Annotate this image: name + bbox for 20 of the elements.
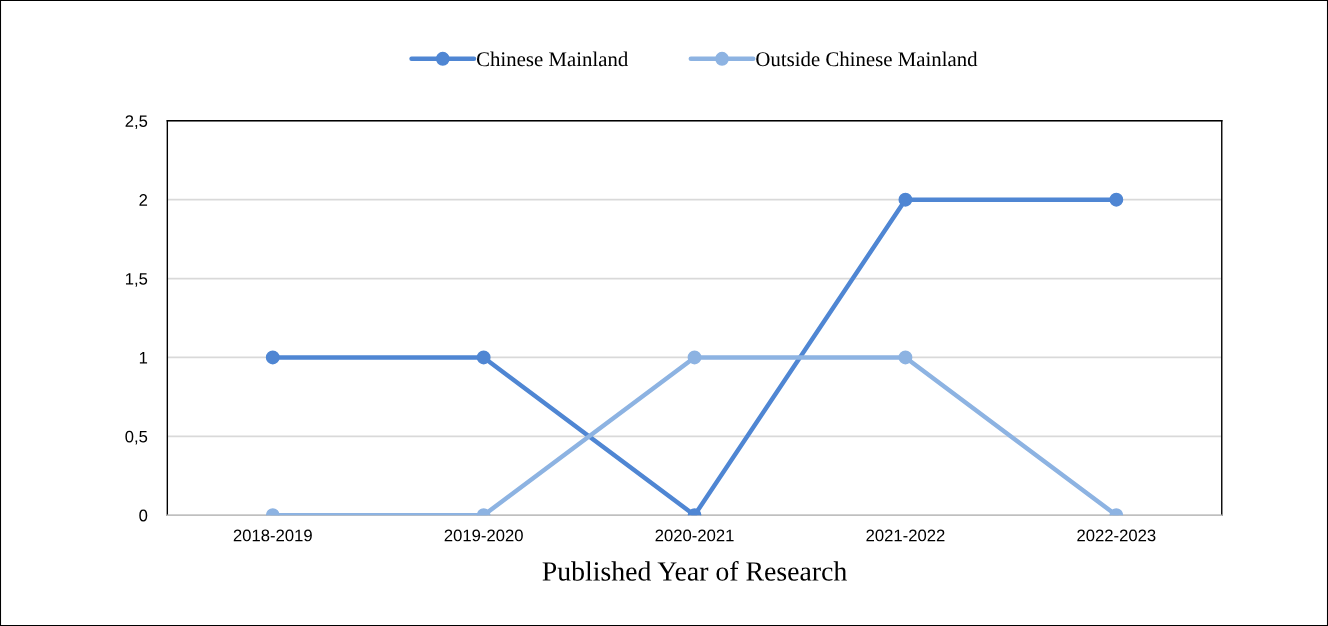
x-tick-label: 2020-2021 [655, 529, 734, 542]
x-tick-label: 2018-2019 [233, 529, 312, 542]
point [476, 350, 491, 365]
x-tick-label: 2019-2020 [444, 529, 523, 542]
point [898, 192, 913, 207]
y-tick-label: 2 [139, 194, 148, 206]
y-tick-label: 2,5 [125, 115, 148, 129]
point [687, 350, 702, 365]
y-tick-label: 1 [139, 352, 148, 364]
y-tick-label: 1,5 [125, 273, 148, 287]
legend-label: Outside Chinese Mainland [756, 51, 978, 67]
y-tick-label: 0 [139, 509, 148, 522]
x-tick-label: 2022-2023 [1077, 529, 1156, 542]
point [1109, 192, 1124, 207]
point [265, 350, 280, 365]
legend-label: Chinese Mainland [476, 51, 629, 67]
y-tick-label: 0,5 [125, 430, 148, 445]
x-axis-title: Published Year of Research [542, 561, 847, 581]
point [898, 350, 913, 365]
x-tick-label: 2021-2022 [866, 529, 945, 542]
